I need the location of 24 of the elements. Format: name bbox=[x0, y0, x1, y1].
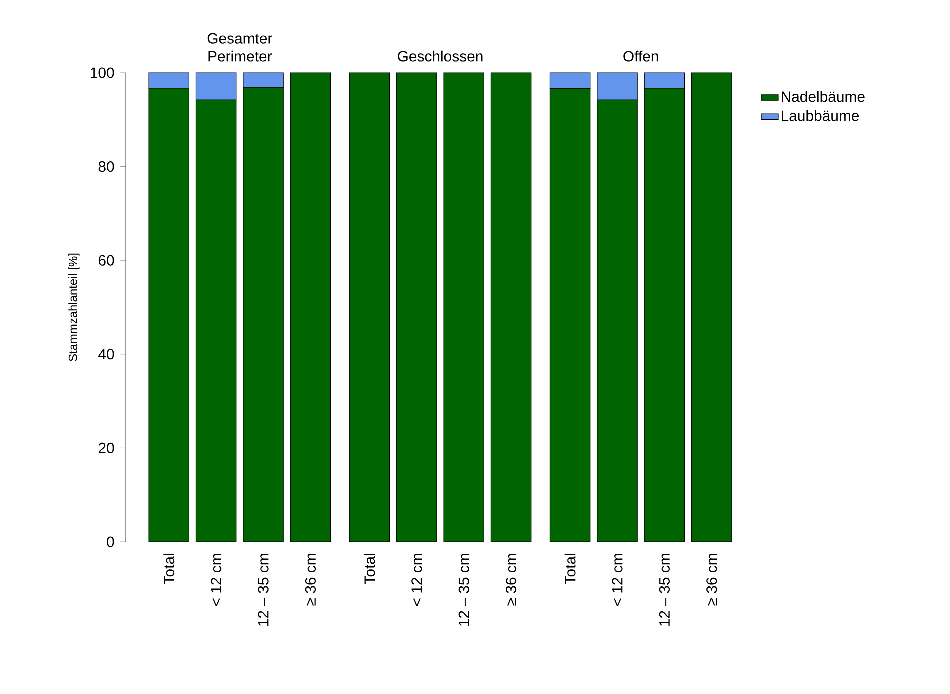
legend-label: Laubbäume bbox=[782, 110, 860, 122]
x-tick-label: < 12 cm bbox=[612, 554, 623, 606]
y-axis-title: Stammzahlanteil [%] bbox=[68, 254, 80, 362]
text: Gesamter Perimeter bbox=[208, 33, 272, 62]
x-tick-label: < 12 cm bbox=[412, 554, 422, 606]
x-tick-label: ≥ 36 cm bbox=[305, 554, 316, 606]
y-tick-label: 0 bbox=[107, 536, 114, 548]
y-tick-label: 80 bbox=[98, 162, 114, 172]
text: Offen bbox=[624, 50, 658, 62]
x-tick-label: ≥ 36 cm bbox=[706, 554, 718, 606]
x-tick-label: 12 – 35 cm bbox=[458, 554, 470, 626]
x-tick-label: Total bbox=[164, 554, 175, 584]
y-tick-label: 40 bbox=[98, 349, 114, 360]
x-tick-label: ≥ 36 cm bbox=[506, 554, 517, 606]
x-tick-label: Total bbox=[364, 554, 376, 584]
y-tick-label: 60 bbox=[98, 255, 114, 266]
text: Geschlossen bbox=[398, 50, 483, 62]
x-tick-label: 12 – 35 cm bbox=[659, 554, 670, 626]
y-tick-label: 20 bbox=[98, 442, 114, 454]
y-tick-label: 100 bbox=[91, 68, 114, 78]
x-tick-label: Total bbox=[564, 554, 576, 584]
x-tick-label: < 12 cm bbox=[211, 554, 222, 606]
x-tick-label: 12 – 35 cm bbox=[258, 554, 269, 626]
legend-label: Nadelbäume bbox=[782, 91, 865, 102]
